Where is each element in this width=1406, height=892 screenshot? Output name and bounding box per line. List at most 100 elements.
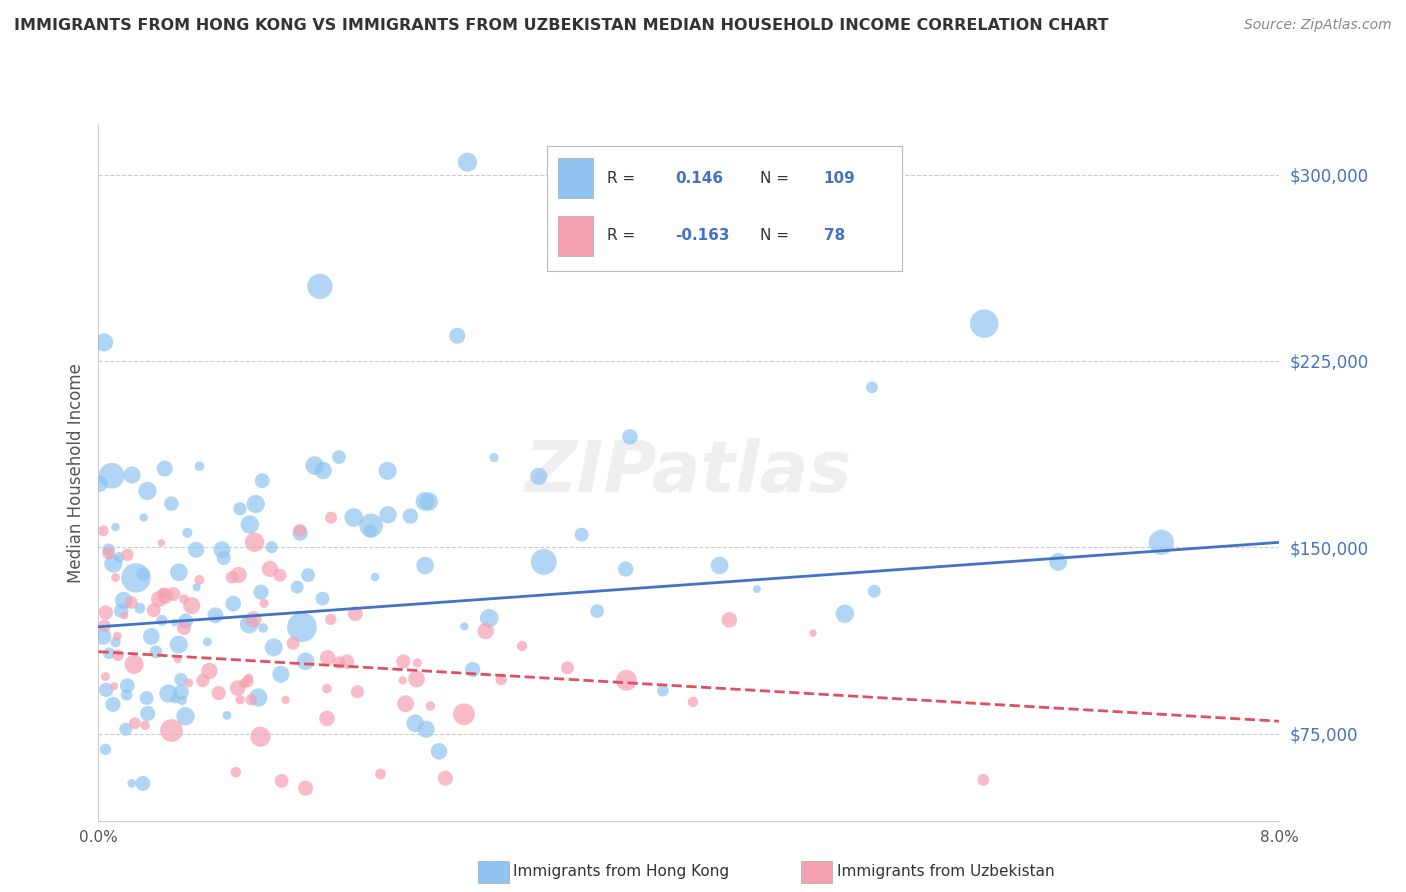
Point — [240, 692, 263, 706]
Point — [107, 648, 129, 663]
Point — [346, 684, 368, 698]
Point — [103, 679, 125, 693]
Point — [482, 450, 505, 465]
Point — [108, 550, 131, 565]
Point — [616, 673, 638, 688]
Point — [709, 558, 731, 573]
Point — [97, 542, 120, 557]
Point — [141, 629, 163, 643]
Point — [142, 603, 165, 617]
Point — [225, 765, 247, 780]
Point — [288, 526, 311, 541]
Point — [319, 612, 342, 626]
Point — [117, 548, 139, 562]
Point — [1150, 535, 1173, 549]
Point — [973, 317, 995, 331]
Point — [718, 613, 741, 627]
Point — [125, 571, 148, 585]
Point — [319, 510, 342, 524]
Point — [114, 723, 136, 737]
Point — [124, 716, 146, 731]
Point — [177, 676, 200, 690]
Point — [395, 697, 418, 711]
Point — [128, 601, 150, 615]
Point — [211, 542, 233, 557]
Point — [834, 607, 856, 621]
Text: Immigrants from Uzbekistan: Immigrants from Uzbekistan — [837, 864, 1054, 879]
Point — [104, 520, 127, 534]
Point — [191, 673, 214, 688]
Point — [222, 597, 245, 611]
Point — [122, 657, 145, 672]
Point — [297, 568, 319, 582]
Point — [288, 523, 311, 537]
Point — [163, 615, 186, 630]
Point — [243, 535, 266, 549]
Point — [652, 683, 675, 698]
Point — [285, 580, 308, 594]
Point — [93, 524, 115, 538]
Point — [97, 646, 120, 660]
Point — [162, 587, 184, 601]
Point — [860, 380, 883, 394]
Point — [239, 517, 262, 532]
Point — [174, 614, 197, 628]
Point — [236, 674, 259, 689]
Point — [291, 620, 314, 634]
Point — [136, 706, 159, 721]
Point — [100, 468, 122, 483]
Point — [461, 663, 484, 677]
Point — [364, 570, 387, 584]
Point — [94, 670, 117, 684]
Point — [173, 592, 195, 607]
Point — [167, 566, 190, 580]
Point — [97, 546, 120, 560]
Point — [478, 611, 501, 625]
Point — [170, 673, 193, 687]
Point — [586, 604, 609, 618]
Point — [453, 619, 475, 633]
Y-axis label: Median Household Income: Median Household Income — [66, 363, 84, 582]
Point — [247, 690, 270, 705]
Point — [294, 781, 316, 796]
Point — [132, 567, 155, 582]
Point — [120, 595, 142, 609]
Point — [166, 652, 188, 666]
Point — [103, 557, 125, 571]
Text: Source: ZipAtlas.com: Source: ZipAtlas.com — [1244, 18, 1392, 32]
Point — [114, 608, 136, 623]
Point — [377, 464, 399, 478]
Point — [112, 593, 135, 607]
Point — [153, 589, 176, 603]
Point — [197, 635, 219, 649]
Point — [377, 508, 399, 522]
Point — [174, 709, 197, 723]
Point — [427, 744, 450, 758]
Point — [419, 699, 441, 714]
Text: ZIPatlas: ZIPatlas — [526, 438, 852, 508]
Point — [557, 661, 579, 675]
Point — [180, 599, 202, 613]
Point — [160, 723, 183, 738]
Point — [269, 568, 291, 582]
Point — [533, 555, 555, 569]
Point — [229, 692, 252, 706]
Point — [619, 430, 641, 444]
Point — [176, 525, 198, 540]
Point — [391, 673, 413, 688]
Point — [96, 682, 118, 697]
Point — [170, 685, 193, 699]
Point — [359, 524, 381, 538]
Point — [360, 518, 382, 533]
Point — [250, 585, 273, 599]
Point — [212, 550, 235, 565]
Point — [134, 718, 156, 732]
Point — [399, 509, 422, 524]
Point — [434, 771, 457, 785]
Point — [259, 562, 281, 576]
Point — [304, 458, 326, 473]
Point — [132, 776, 155, 790]
Point — [93, 619, 115, 633]
Point — [226, 681, 249, 695]
Point — [238, 672, 260, 686]
